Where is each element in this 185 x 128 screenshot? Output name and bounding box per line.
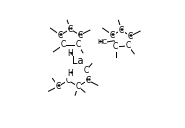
Text: C: C (58, 31, 63, 40)
Text: C: C (113, 42, 118, 51)
Text: H: H (67, 68, 73, 78)
Text: C: C (119, 26, 124, 35)
Text: C: C (61, 40, 66, 49)
Text: C: C (56, 82, 61, 91)
Text: C: C (65, 76, 71, 85)
Text: C: C (85, 76, 90, 85)
Text: C: C (128, 32, 133, 41)
Text: C: C (75, 40, 81, 49)
Text: C: C (126, 41, 131, 50)
Text: H: H (67, 49, 73, 58)
Text: C: C (83, 66, 89, 75)
Text: C: C (75, 82, 81, 91)
Text: C: C (77, 31, 83, 40)
Text: La: La (72, 56, 84, 66)
Text: C: C (110, 31, 115, 40)
Text: HC: HC (97, 39, 107, 45)
Text: C: C (68, 25, 73, 34)
